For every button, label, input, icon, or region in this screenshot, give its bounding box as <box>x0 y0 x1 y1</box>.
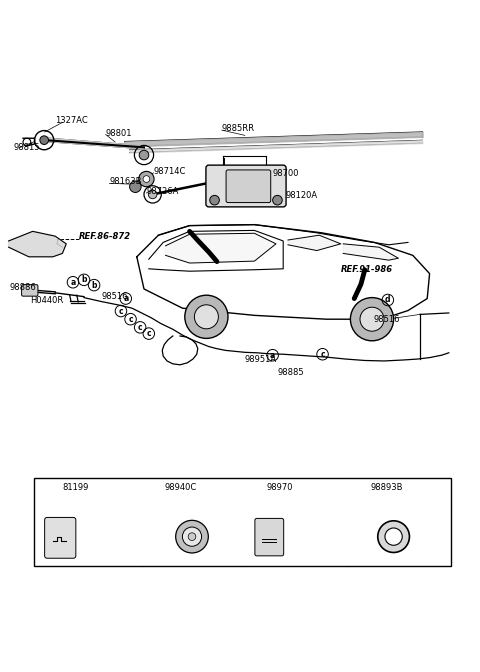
FancyBboxPatch shape <box>255 518 284 556</box>
Text: b: b <box>152 482 157 492</box>
FancyBboxPatch shape <box>45 517 76 558</box>
Text: a: a <box>50 482 55 492</box>
Circle shape <box>143 175 150 182</box>
Text: 81199: 81199 <box>62 482 89 492</box>
Polygon shape <box>48 138 144 149</box>
Text: c: c <box>254 482 259 492</box>
Circle shape <box>188 533 196 540</box>
Text: c: c <box>146 329 151 338</box>
Text: 98700: 98700 <box>273 169 299 178</box>
Text: 98726A: 98726A <box>146 187 179 196</box>
Text: c: c <box>320 349 325 359</box>
Text: 98801: 98801 <box>106 129 132 138</box>
Circle shape <box>350 298 394 341</box>
Text: REF.91-986: REF.91-986 <box>341 265 393 274</box>
Circle shape <box>182 527 202 546</box>
Text: a: a <box>270 351 275 360</box>
FancyBboxPatch shape <box>226 170 271 202</box>
Bar <box>34 478 451 566</box>
Text: 98951A: 98951A <box>245 355 277 364</box>
Text: 98885: 98885 <box>277 368 304 377</box>
Text: 98893B: 98893B <box>371 482 403 492</box>
Circle shape <box>148 190 157 199</box>
Text: 1327AC: 1327AC <box>55 116 88 126</box>
Circle shape <box>360 307 384 331</box>
Text: 98516: 98516 <box>102 292 128 301</box>
Text: 98163B: 98163B <box>109 177 142 186</box>
Text: 9885RR: 9885RR <box>222 124 255 133</box>
Text: REF.86-872: REF.86-872 <box>79 232 132 241</box>
Circle shape <box>176 520 208 553</box>
FancyBboxPatch shape <box>206 165 286 207</box>
Circle shape <box>378 521 409 552</box>
Text: 98940C: 98940C <box>164 482 196 492</box>
Text: H0440R: H0440R <box>30 296 63 305</box>
Text: 98516: 98516 <box>373 315 400 324</box>
FancyBboxPatch shape <box>22 285 38 296</box>
Text: a: a <box>71 278 75 287</box>
Text: c: c <box>128 314 133 324</box>
Text: 98120A: 98120A <box>286 191 318 200</box>
Circle shape <box>130 181 141 192</box>
Text: c: c <box>138 323 143 332</box>
Circle shape <box>139 171 154 187</box>
Text: 98970: 98970 <box>266 482 293 492</box>
Text: a: a <box>123 294 128 303</box>
Circle shape <box>185 295 228 339</box>
Circle shape <box>139 151 149 160</box>
Text: d: d <box>358 482 364 492</box>
Text: 98714C: 98714C <box>154 167 186 176</box>
Text: d: d <box>385 296 391 304</box>
Circle shape <box>194 305 218 329</box>
Circle shape <box>273 196 282 205</box>
Polygon shape <box>9 231 66 257</box>
Polygon shape <box>288 235 341 251</box>
Circle shape <box>210 196 219 205</box>
Text: 98886: 98886 <box>10 282 36 292</box>
Polygon shape <box>343 244 398 260</box>
Circle shape <box>385 528 402 545</box>
Text: c: c <box>119 306 123 316</box>
Text: b: b <box>91 281 97 290</box>
Text: b: b <box>81 276 87 284</box>
Circle shape <box>40 136 48 144</box>
Polygon shape <box>166 233 276 263</box>
Text: 98815: 98815 <box>13 143 40 152</box>
